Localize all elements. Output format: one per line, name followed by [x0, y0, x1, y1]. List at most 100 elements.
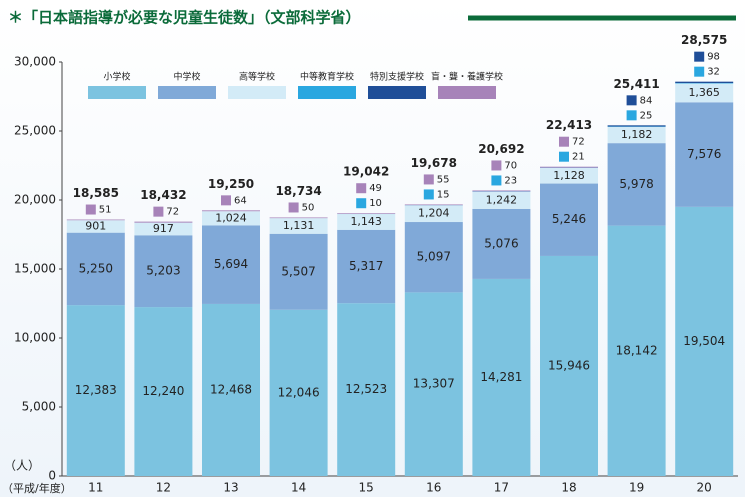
small-marker — [423, 189, 434, 200]
small-marker — [356, 183, 367, 194]
bar-segment — [540, 183, 598, 256]
small-marker — [491, 160, 502, 171]
small-marker — [288, 202, 299, 213]
segment-label: 1,365 — [688, 86, 720, 99]
chart-title: ＊「日本語指導が必要な児童生徒数」（文部科学省） — [8, 9, 361, 27]
legend-swatch — [88, 86, 146, 99]
total-label: 19,250 — [208, 177, 254, 191]
segment-label: 1,024 — [215, 211, 247, 224]
total-label: 19,042 — [343, 165, 389, 179]
legend-swatch — [228, 86, 286, 99]
small-marker — [626, 110, 637, 121]
legend-label: 特別支援学校 — [370, 71, 424, 83]
bar-segment — [66, 220, 125, 233]
bar-segment — [134, 235, 193, 308]
bar-segment — [66, 219, 125, 221]
segment-label: 1,182 — [621, 128, 653, 141]
legend-label: 中等教育学校 — [300, 71, 354, 83]
bar-segment — [202, 303, 260, 476]
small-marker — [85, 204, 96, 215]
small-label: 23 — [504, 175, 517, 186]
bar-segment — [675, 206, 734, 477]
bar-segment — [66, 305, 125, 476]
segment-label: 5,250 — [79, 261, 113, 275]
bar-segment — [134, 222, 193, 236]
legend-swatch — [158, 86, 216, 99]
x-tick-label: 17 — [494, 481, 509, 495]
bar-segment — [202, 225, 260, 304]
bar-segment — [269, 217, 328, 219]
x-tick-label: 15 — [359, 481, 374, 495]
segment-label: 12,240 — [142, 384, 184, 398]
segment-label: 1,128 — [553, 169, 585, 182]
bar-segment — [675, 102, 734, 207]
total-label: 19,678 — [411, 156, 457, 170]
total-label: 25,411 — [613, 77, 659, 91]
small-marker — [221, 195, 231, 206]
segment-label: 7,576 — [687, 147, 721, 161]
bar-segment — [66, 232, 125, 306]
bar-segment — [404, 222, 463, 293]
total-label: 18,734 — [275, 184, 321, 198]
y-tick-label: 15,000 — [14, 262, 56, 276]
x-tick-label: 13 — [223, 481, 238, 495]
bar-segment — [675, 83, 734, 103]
x-tick-label: 19 — [629, 481, 644, 495]
bar-segment — [472, 208, 531, 279]
bar-segment — [337, 214, 396, 230]
bar-segment — [269, 233, 328, 310]
small-marker — [626, 95, 637, 106]
bar-segment — [337, 229, 396, 304]
x-axis-label: （平成/年度） — [2, 481, 72, 495]
total-label: 22,413 — [546, 118, 592, 132]
segment-label: 1,131 — [283, 219, 315, 232]
small-label: 15 — [437, 189, 450, 200]
small-marker — [694, 66, 705, 77]
small-marker — [153, 206, 164, 217]
y-tick-label: 0 — [48, 469, 56, 483]
small-label: 70 — [504, 160, 517, 171]
small-marker — [491, 175, 502, 186]
bar-segment — [404, 292, 463, 476]
y-tick-label: 25,000 — [14, 124, 56, 138]
segment-label: 1,242 — [486, 193, 518, 206]
legend-swatch — [368, 86, 426, 99]
y-tick-label: 20,000 — [14, 193, 56, 207]
legend-swatch — [298, 86, 356, 99]
segment-label: 12,383 — [75, 383, 117, 397]
x-tick-label: 16 — [426, 481, 441, 495]
y-tick-label: 10,000 — [14, 331, 56, 345]
segment-label: 5,978 — [619, 177, 653, 191]
legend-label: 小学校 — [103, 71, 130, 83]
bar-segment — [675, 81, 734, 84]
small-label: 50 — [302, 202, 315, 213]
segment-label: 901 — [85, 219, 106, 232]
small-label: 64 — [234, 195, 247, 206]
bar-segment — [472, 278, 531, 476]
small-label: 55 — [437, 174, 450, 185]
total-label: 18,585 — [73, 186, 119, 200]
bar-segment — [134, 221, 193, 223]
small-label: 21 — [572, 152, 585, 163]
segment-label: 18,142 — [616, 343, 658, 357]
small-marker — [423, 174, 434, 185]
bar-segment — [607, 143, 666, 226]
bar-segment — [472, 191, 531, 209]
total-label: 18,432 — [140, 188, 186, 202]
segment-label: 19,504 — [683, 334, 725, 348]
segment-label: 15,946 — [548, 358, 590, 372]
x-tick-label: 11 — [88, 481, 103, 495]
legend-label: 盲・聾・養護学校 — [431, 71, 503, 83]
segment-label: 5,246 — [552, 212, 586, 226]
y-tick-label: 5,000 — [22, 400, 56, 414]
bar-segment — [404, 204, 463, 206]
y-tick-label: 30,000 — [14, 55, 56, 69]
bar-segment — [269, 218, 328, 234]
bar-segment — [269, 309, 328, 476]
total-label: 20,692 — [478, 142, 524, 156]
small-label: 25 — [640, 110, 653, 121]
total-label: 28,575 — [681, 33, 727, 47]
x-tick-label: 12 — [156, 481, 171, 495]
bar-segment — [607, 225, 666, 476]
